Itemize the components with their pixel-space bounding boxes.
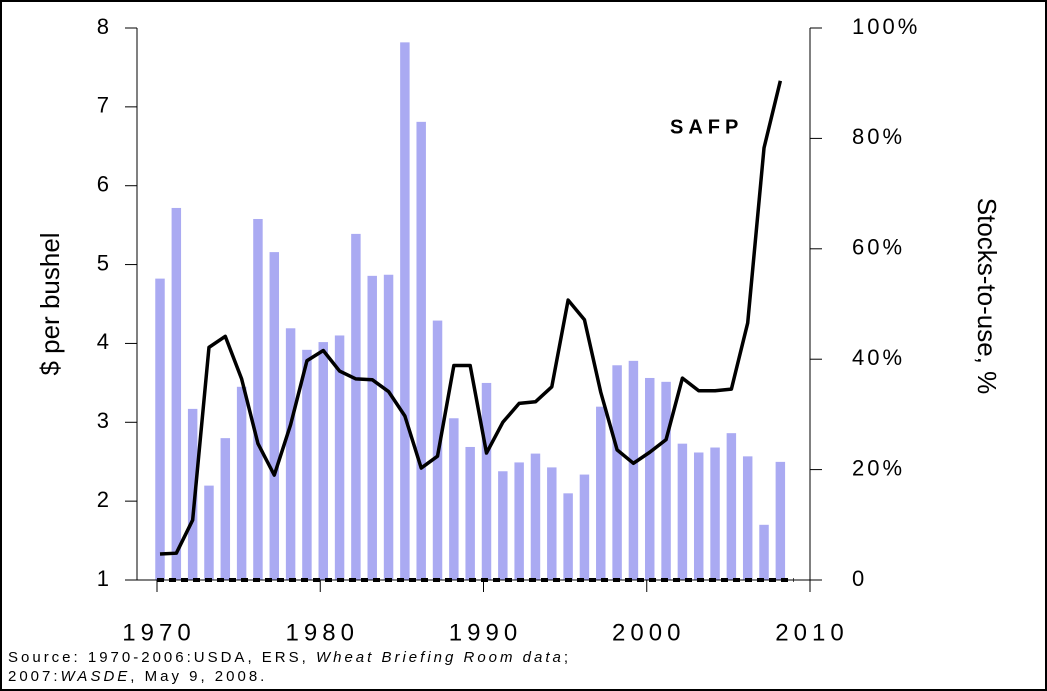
bar — [285, 328, 296, 580]
y-tick-label: 4 — [97, 329, 112, 354]
y2-tick-label: 80% — [852, 124, 905, 149]
bar — [220, 438, 231, 580]
annotation: SAFP — [670, 116, 743, 138]
bar — [351, 233, 361, 580]
bar — [759, 524, 769, 580]
bar — [563, 493, 573, 580]
y-tick-label: 5 — [97, 250, 112, 275]
y-tick-label: 6 — [97, 172, 112, 197]
bar — [302, 349, 312, 580]
source-text: Source: 1970-2006:USDA, ERS, — [8, 649, 316, 666]
y-tick-label: 3 — [97, 408, 112, 433]
bar — [465, 446, 475, 580]
y2-tick-label: 40% — [852, 345, 905, 370]
x-tick-label: 1990 — [449, 619, 522, 646]
source-text: Wheat Briefing Room data — [316, 649, 564, 666]
bar — [775, 461, 786, 580]
source-text: ; — [564, 649, 571, 666]
y-axis-title: $ per bushel — [35, 232, 65, 375]
y2-tick-label: 20% — [852, 455, 905, 480]
price-line — [159, 80, 783, 556]
x-tick-label: 2000 — [612, 619, 685, 646]
bar — [514, 462, 524, 580]
bar — [236, 386, 247, 580]
bar — [187, 408, 198, 580]
bar — [645, 377, 655, 580]
bar — [204, 485, 214, 580]
bar — [416, 121, 426, 580]
y2-tick-label: 100% — [852, 14, 920, 39]
source-line: Source: 1970-2006:USDA, ERS, Wheat Brief… — [8, 649, 571, 666]
y-tick-label: 2 — [97, 487, 112, 512]
y-tick-label: 7 — [97, 93, 112, 118]
bar — [481, 382, 492, 580]
bar — [269, 252, 280, 580]
bar — [628, 360, 639, 580]
bar — [742, 456, 753, 580]
bar — [334, 335, 345, 580]
bar — [530, 453, 541, 580]
bar — [677, 443, 688, 580]
bar — [596, 406, 606, 580]
bar — [547, 467, 557, 580]
bar — [367, 275, 377, 580]
x-tick-label: 1970 — [122, 619, 195, 646]
y2-tick-label: 60% — [852, 235, 905, 260]
y2-tick-label: 0 — [852, 566, 867, 591]
bar — [253, 218, 263, 580]
bar — [710, 447, 720, 580]
bar — [498, 471, 508, 580]
bar — [400, 42, 410, 581]
bar — [661, 381, 671, 580]
bar — [155, 278, 165, 580]
bar — [579, 474, 590, 580]
source-text: 2007: — [8, 668, 61, 685]
x-tick-label: 2010 — [775, 619, 848, 646]
x-tick-label: 1980 — [286, 619, 359, 646]
source-text: WASDE — [61, 668, 131, 685]
bar — [693, 452, 704, 580]
y-tick-label: 1 — [97, 566, 112, 591]
bar — [612, 365, 622, 580]
bar — [383, 274, 394, 580]
bar — [726, 433, 737, 580]
source-text: , May 9, 2008. — [130, 668, 267, 685]
source-line: 2007:WASDE, May 9, 2008. — [8, 668, 267, 685]
y2-axis-title: Stocks-to-use, % — [972, 198, 1002, 395]
bar — [171, 207, 182, 580]
y-tick-label: 8 — [97, 14, 112, 39]
bar — [318, 342, 328, 580]
bar — [449, 418, 459, 580]
